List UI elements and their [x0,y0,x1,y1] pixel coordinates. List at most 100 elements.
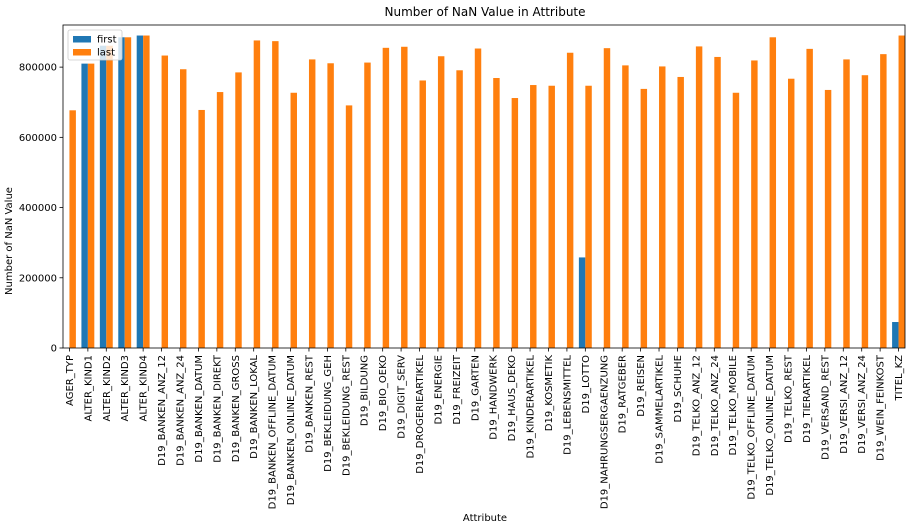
bar-last-d19_lebensmittel [566,52,574,349]
bar-last-alter_kind3 [124,37,132,348]
legend: first last [67,29,123,61]
x-tick-label: D19_DROGERIEARTIKEL [415,355,426,474]
bar-last-d19_telko_anz_24 [714,56,721,348]
bar-first-alter_kind1 [81,63,88,349]
legend-label-last: last [97,48,115,59]
bar-last-d19_telko_offline_datum [751,60,758,349]
legend-label-first: first [97,35,117,46]
x-tick-label: D19_VERSAND_REST [820,354,831,460]
y-tick-label: 200000 [19,273,57,284]
bar-last-d19_kinderartikel [530,85,537,348]
bar-last-d19_banken_rest [308,59,316,348]
bar-last-d19_kosmetik [548,85,555,349]
y-tick-label: 400000 [19,203,57,214]
x-tick-label: D19_SCHUHE [673,355,684,422]
y-tick-label: 0 [51,344,57,355]
bar-last-d19_digit_serv [401,46,408,349]
x-tick-label: D19_BANKEN_ANZ_24 [176,355,187,466]
bar-last-d19_telko_mobile [732,92,740,348]
x-tick-label: D19_NAHRUNGSERGAENZUNG [599,355,610,509]
x-tick-label: D19_HAUS_DEKO [507,355,518,441]
bar-last-d19_versand_rest [824,89,832,348]
bar-last-d19_schuhe [677,76,684,349]
x-tick-label: D19_LEBENSMITTEL [562,355,573,455]
bar-last-d19_telko_rest [788,78,795,348]
bar-last-d19_sammelartikel [659,66,666,349]
x-tick-label: D19_LOTTO [581,355,592,414]
bar-last-d19_reisen [640,88,648,349]
x-tick-label: D19_REISEN [636,355,647,417]
x-tick-label: D19_BANKEN_LOKAL [249,355,260,459]
axes-frame [62,24,906,349]
x-tick-label: D19_KOSMETIK [544,355,555,432]
bar-last-d19_banken_offline_datum [272,41,279,349]
x-tick-label: D19_TELKO_ANZ_24 [710,355,721,456]
x-tick-label: TITEL_KZ [894,355,905,402]
bar-last-d19_bekleidung_geh [327,63,334,349]
x-tick-label: D19_TELKO_ONLINE_DATUM [765,355,776,496]
x-tick-label: D19_TELKO_ANZ_12 [691,355,702,456]
bar-last-d19_drogerieartikel [419,80,426,348]
bar-last-d19_energie [437,56,445,348]
bar-last-alter_kind4 [143,35,150,348]
bar-first-alter_kind2 [99,45,107,349]
y-tick-label: 600000 [19,133,57,144]
bar-last-d19_telko_anz_12 [695,46,703,349]
bar-first-titel_kz [892,322,899,348]
bar-last-d19_freizeit [456,70,463,348]
x-tick-label: D19_BANKEN_DATUM [194,355,205,463]
bar-last-alter_kind1 [87,63,95,349]
x-tick-label: D19_BEKLEIDUNG_REST [341,354,352,476]
x-tick-label: ALTER_KIND4 [139,355,150,421]
x-tick-label: D19_BEKLEIDUNG_GEH [323,355,334,472]
plot-area: 0 200000 400000 600000 800000 AGER_TYP ALTER_K… [19,24,906,509]
bar-last-d19_telko_online_datum [769,37,777,348]
bar-last-d19_handwerk [493,78,500,348]
x-tick-label: D19_SAMMELARTIKEL [655,355,666,464]
bar-first-alter_kind4 [136,35,144,348]
x-tick-label: D19_DIGIT_SERV [397,355,408,439]
x-tick-label: D19_TELKO_MOBILE [728,355,739,456]
x-tick-label: D19_ENERGIE [433,355,444,425]
bar-last-d19_garten [474,48,482,349]
x-tick-label: D19_TELKO_REST [784,354,795,443]
x-tick-label: ALTER_KIND1 [83,355,94,421]
y-tick-label: 800000 [19,63,57,74]
bar-last-d19_bio_oeko [382,47,390,348]
bar-last-d19_banken_anz_24 [180,69,187,349]
x-tick-label: D19_TIERARTIKEL [802,355,813,443]
legend-swatch-last [73,49,91,56]
bar-last-d19_tierartikel [806,48,813,349]
x-tick-label: D19_HANDWERK [489,355,500,440]
x-tick-label: D19_GARTEN [470,355,481,421]
bar-first-alter_kind3 [118,37,125,348]
bar-last-d19_bildung [364,62,371,348]
x-tick-label: AGER_TYP [65,355,76,406]
bar-last-d19_banken_direkt [216,92,224,348]
x-tick-label: D19_BANKEN_REST [304,354,315,453]
bar-last-d19_banken_datum [198,109,205,349]
x-tick-label: D19_BANKEN_DIREKT [212,354,223,463]
bar-first-d19_lotto [578,257,586,348]
x-tick-label: D19_FREIZEIT [452,354,463,425]
x-tick-label: ALTER_KIND2 [102,355,113,421]
x-tick-label: D19_VERSI_ANZ_24 [857,355,868,454]
x-tick-label: D19_BANKEN_ANZ_12 [157,355,168,466]
bar-last-d19_bekleidung_rest [345,105,353,349]
x-tick-label: D19_BANKEN_ONLINE_DATUM [286,355,297,505]
x-tick-label: D19_BANKEN_OFFLINE_DATUM [268,355,279,509]
x-tick-label: D19_KINDERARTIKEL [526,355,537,459]
bar-last-ager_typ [69,110,76,348]
chart-title: Number of NaN Value in Attribute [384,5,585,19]
bar-last-titel_kz [898,35,905,348]
bar-last-d19_lotto [585,85,592,349]
y-axis-label: Number of NaN Value [4,187,15,295]
legend-swatch-first [73,36,91,43]
bar-last-d19_versi_anz_24 [861,75,869,349]
bar-last-d19_banken_lokal [253,40,261,348]
x-tick-label: D19_BANKEN_GROSS [231,355,242,462]
bar-last-alter_kind2 [106,45,113,349]
bar-last-d19_wein_feinkost [880,54,887,348]
x-tick-label: D19_VERSI_ANZ_12 [839,355,850,454]
